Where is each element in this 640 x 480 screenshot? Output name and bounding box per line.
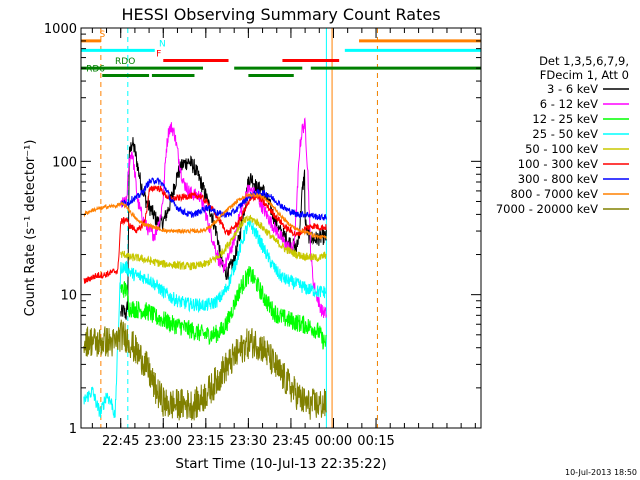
plot-content — [81, 28, 481, 428]
timestamp: 10-Jul-2013 18:50 — [565, 468, 637, 477]
series-line-4 — [120, 214, 327, 271]
x-tick-label-4: 23:45 — [272, 434, 309, 449]
x-tick-label-1: 23:00 — [145, 434, 182, 449]
flag-label-f: F — [156, 50, 161, 60]
legend-label-2: 12 - 25 keV — [532, 112, 598, 126]
y-tick-label-2: 100 — [52, 155, 77, 170]
series-line-2 — [120, 265, 327, 350]
y-tick-label-0: 1 — [69, 422, 77, 437]
legend-label-1: 6 - 12 keV — [540, 97, 598, 111]
flag-label-rdo: RDO — [115, 57, 135, 67]
legend-label-4: 50 - 100 keV — [525, 142, 598, 156]
legend-header-1: FDecim 1, Att 0 — [540, 68, 629, 82]
x-tick-label-2: 23:15 — [187, 434, 224, 449]
flag-label-rd6: RD6 — [86, 65, 105, 75]
series-line-3 — [83, 219, 327, 418]
series-line-8 — [83, 319, 327, 421]
chart-title: HESSI Observing Summary Count Rates — [121, 5, 440, 24]
y-tick-label-1: 10 — [60, 289, 77, 304]
x-tick-label-3: 23:30 — [230, 434, 267, 449]
series-line-7 — [83, 192, 327, 240]
flag-label-s: S — [99, 30, 105, 40]
legend-label-0: 3 - 6 keV — [547, 82, 598, 96]
legend-label-5: 100 - 300 keV — [518, 157, 598, 171]
plot-frame — [80, 27, 482, 429]
legend-label-6: 300 - 800 keV — [518, 172, 598, 186]
series-line-5 — [83, 185, 327, 284]
x-axis-label: Start Time (10-Jul-13 22:35:22) — [175, 456, 386, 472]
y-tick-label-3: 1000 — [44, 22, 77, 37]
legend-label-3: 25 - 50 keV — [532, 127, 598, 141]
x-tick-label-6: 00:15 — [357, 434, 394, 449]
x-tick-label-0: 22:45 — [102, 434, 139, 449]
legend-label-8: 7000 - 20000 keV — [496, 202, 598, 216]
x-tick-label-5: 00:00 — [315, 434, 352, 449]
legend-label-7: 800 - 7000 keV — [510, 187, 598, 201]
axes: 22:45 23:00 23:15 23:30 23:45 00:00 00:15 1 10 10… — [44, 22, 481, 449]
legend: Det 1,3,5,6,7,9,FDecim 1, Att 03 - 6 keV… — [496, 54, 629, 216]
y-axis-label: Count Rate (s⁻¹ detector⁻¹) — [23, 140, 38, 317]
legend-header-0: Det 1,3,5,6,7,9, — [539, 54, 629, 68]
flag-label-n: N — [159, 39, 166, 49]
